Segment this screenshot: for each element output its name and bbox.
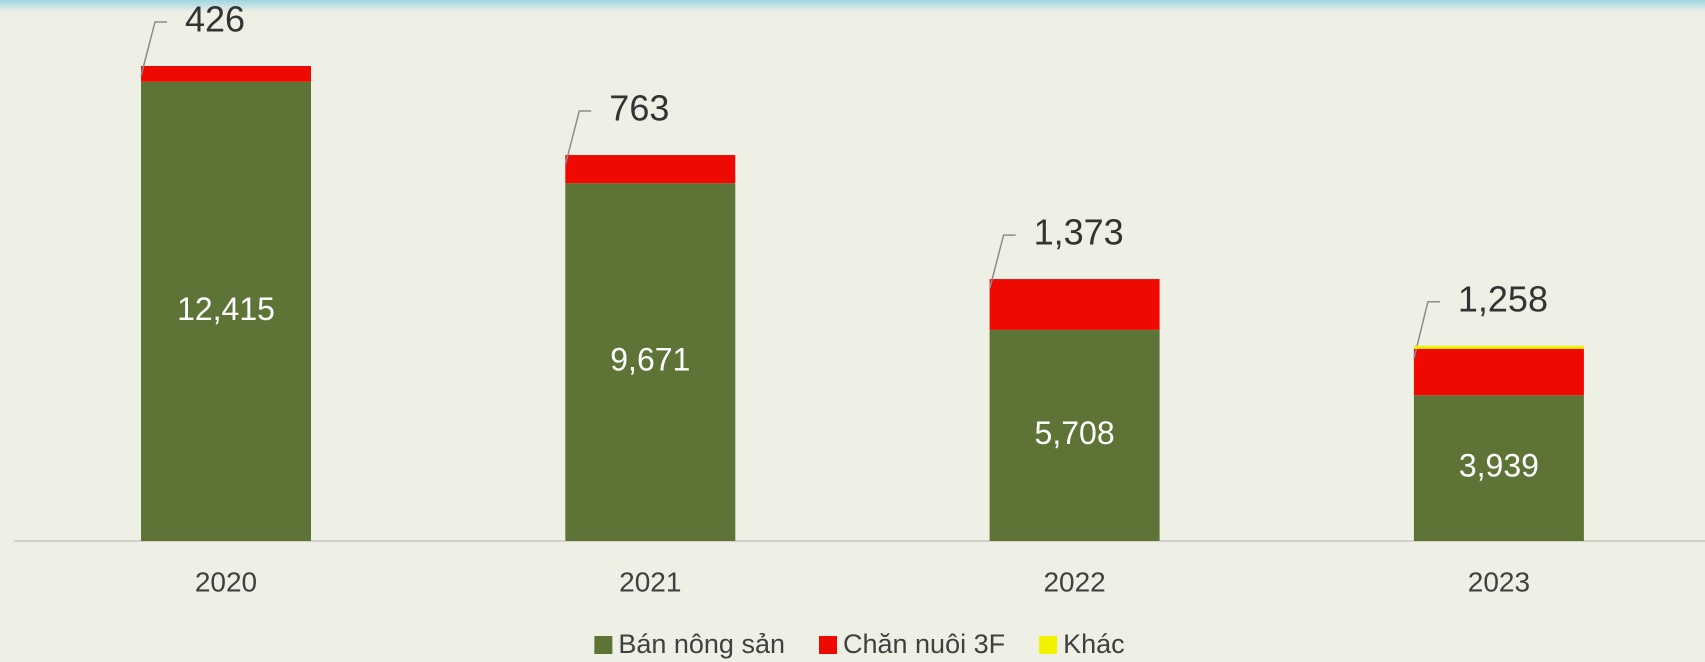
bar-segment [1413, 348, 1584, 396]
bar-segment [565, 183, 736, 542]
bar-segment [989, 279, 1160, 330]
bar-segment [1413, 345, 1584, 349]
legend-label: Bán nông sản [618, 629, 785, 659]
bar-segment [1413, 395, 1584, 541]
value-label: 5,708 [1035, 415, 1115, 451]
value-label: 1,373 [1034, 212, 1124, 253]
legend-label: Khác [1063, 629, 1125, 659]
value-label: 763 [609, 88, 669, 129]
x-tick-label: 2023 [1468, 566, 1530, 597]
value-label: 1,258 [1458, 278, 1548, 319]
value-label: 12,415 [177, 291, 275, 327]
value-label: 3,939 [1459, 448, 1539, 484]
leader-line [140, 21, 167, 77]
value-label: 426 [185, 0, 245, 40]
legend-swatch [818, 636, 837, 654]
x-tick-label: 2021 [619, 566, 681, 597]
legend-label: Chăn nuôi 3F [843, 629, 1005, 659]
legend-swatch [1039, 636, 1058, 654]
bar-segment [141, 66, 311, 82]
legend-swatch [594, 636, 613, 654]
bar-segment [989, 329, 1160, 541]
value-label: 9,671 [610, 342, 690, 378]
leader-line [988, 234, 1016, 290]
leader-line [564, 110, 592, 166]
bar-segment [141, 81, 311, 541]
leader-line [1413, 301, 1440, 359]
x-tick-label: 2020 [195, 566, 257, 597]
top-band [0, 0, 1705, 12]
bar-segment [565, 155, 736, 184]
x-tick-label: 2022 [1043, 566, 1105, 597]
